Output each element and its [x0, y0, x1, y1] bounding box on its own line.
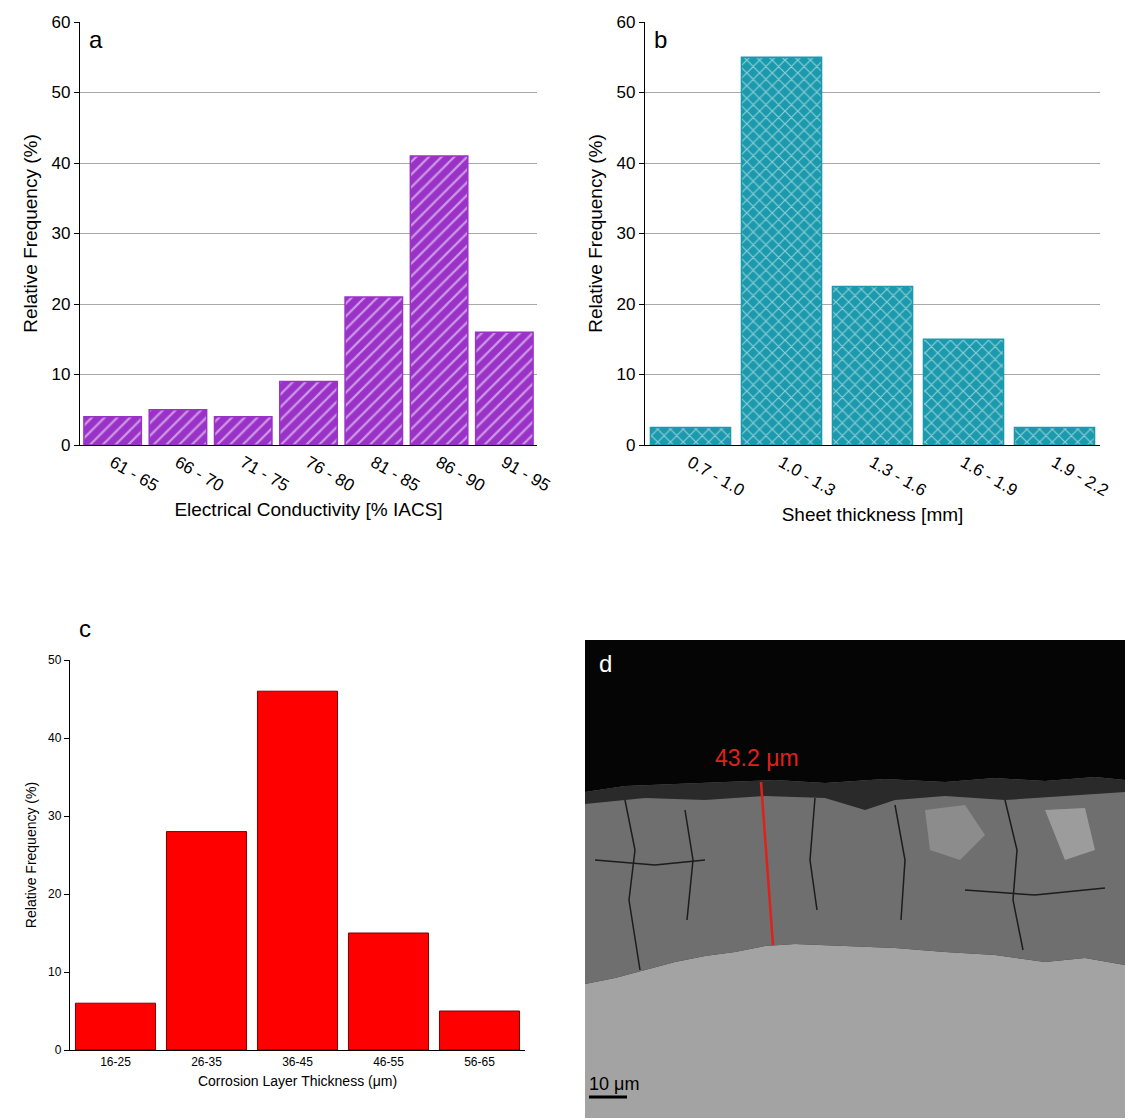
svg-text:76 - 80: 76 - 80 [302, 452, 357, 495]
svg-text:10: 10 [51, 365, 70, 384]
svg-text:a: a [89, 26, 103, 53]
svg-text:46-55: 46-55 [373, 1055, 404, 1069]
svg-text:1.6 - 1.9: 1.6 - 1.9 [957, 452, 1021, 500]
svg-text:40: 40 [48, 731, 62, 745]
svg-text:1.0 - 1.3: 1.0 - 1.3 [775, 452, 839, 500]
svg-text:86 - 90: 86 - 90 [433, 452, 488, 495]
svg-text:30: 30 [51, 224, 70, 243]
svg-text:Corrosion Layer Thickness (μm): Corrosion Layer Thickness (μm) [198, 1073, 397, 1089]
svg-text:b: b [654, 26, 667, 53]
svg-text:16-25: 16-25 [100, 1055, 131, 1069]
svg-text:91 - 95: 91 - 95 [498, 452, 553, 495]
svg-text:61 - 65: 61 - 65 [106, 452, 161, 495]
svg-text:56-65: 56-65 [464, 1055, 495, 1069]
svg-text:Sheet thickness [mm]: Sheet thickness [mm] [782, 504, 964, 525]
svg-text:d: d [599, 650, 612, 677]
svg-text:20: 20 [48, 887, 62, 901]
svg-text:10 μm: 10 μm [589, 1074, 639, 1094]
svg-text:Relative Frequency (%): Relative Frequency (%) [585, 134, 606, 333]
svg-text:20: 20 [51, 295, 70, 314]
svg-text:50: 50 [616, 83, 635, 102]
svg-text:Relative Frequency (%): Relative Frequency (%) [23, 782, 39, 928]
svg-text:66 - 70: 66 - 70 [172, 452, 227, 495]
svg-text:10: 10 [616, 365, 635, 384]
svg-text:26-35: 26-35 [191, 1055, 222, 1069]
svg-text:0: 0 [626, 436, 635, 455]
svg-text:Relative Frequency (%): Relative Frequency (%) [20, 134, 41, 333]
svg-text:c: c [79, 615, 91, 642]
svg-text:40: 40 [51, 154, 70, 173]
svg-text:36-45: 36-45 [282, 1055, 313, 1069]
svg-text:Electrical Conductivity [% IAC: Electrical Conductivity [% IACS] [174, 499, 442, 520]
svg-text:0: 0 [61, 436, 70, 455]
svg-text:10: 10 [48, 965, 62, 979]
svg-text:1.9 - 2.2: 1.9 - 2.2 [1048, 452, 1112, 500]
svg-text:20: 20 [616, 295, 635, 314]
svg-text:43.2 μm: 43.2 μm [715, 745, 799, 771]
svg-text:30: 30 [616, 224, 635, 243]
svg-text:60: 60 [51, 13, 70, 32]
svg-text:50: 50 [48, 653, 62, 667]
svg-text:81 - 85: 81 - 85 [368, 452, 423, 495]
svg-text:0.7 - 1.0: 0.7 - 1.0 [684, 452, 748, 500]
svg-text:0: 0 [55, 1043, 62, 1057]
svg-text:40: 40 [616, 154, 635, 173]
svg-text:1.3 - 1.6: 1.3 - 1.6 [866, 452, 930, 500]
svg-text:50: 50 [51, 83, 70, 102]
svg-text:71 - 75: 71 - 75 [237, 452, 292, 495]
svg-text:30: 30 [48, 809, 62, 823]
svg-text:60: 60 [616, 13, 635, 32]
